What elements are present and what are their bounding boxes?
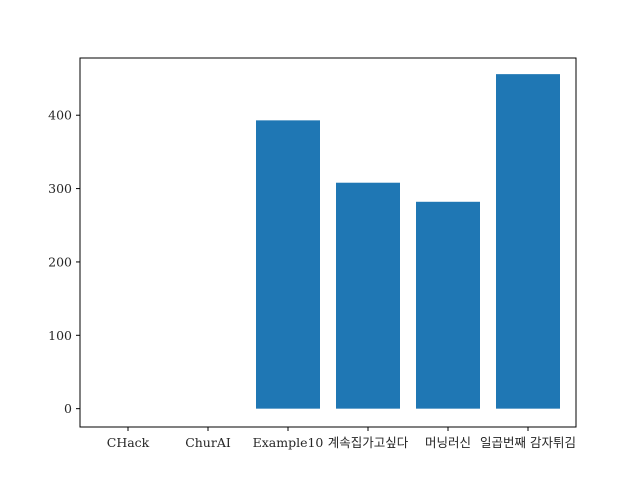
y-tick-label: 400 [48,108,72,123]
x-axis-ticks: CHack ChurAI Example10 계속집가고싶다 머닝러신 일곱번째 감자튀김 [107,427,576,450]
y-tick-label: 0 [64,401,72,416]
y-tick-label: 300 [48,181,72,196]
bar [496,74,560,409]
y-tick-label: 100 [48,328,72,343]
x-tick-label: Example10 [253,435,324,450]
bars [256,74,560,409]
bar [416,201,480,409]
x-tick-label: 계속집가고싶다 [328,435,409,450]
x-tick-label: 일곱번째 감자튀김 [480,435,576,450]
x-tick-label: CHack [107,435,150,450]
y-axis-ticks: 0 100 200 300 400 [48,108,80,416]
x-tick-label: ChurAI [185,435,231,450]
bar [336,182,400,409]
y-tick-label: 200 [48,254,72,269]
plot-frame [79,57,577,428]
bar [256,120,320,409]
x-tick-label: 머닝러신 [425,435,471,450]
